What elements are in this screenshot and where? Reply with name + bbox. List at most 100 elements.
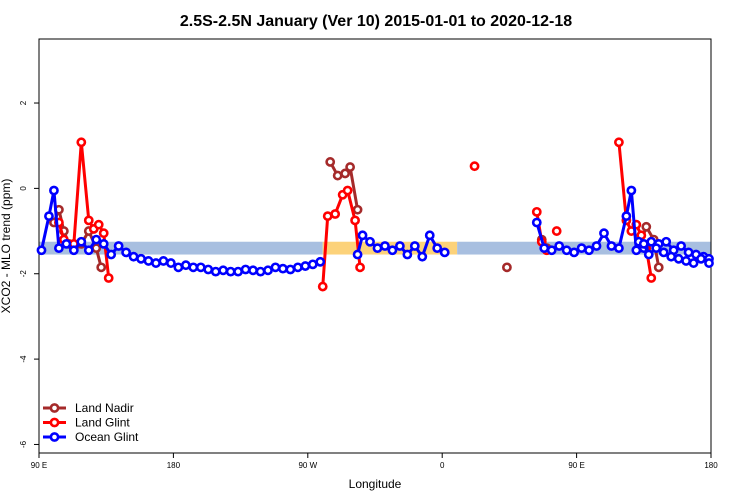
data-point	[188, 262, 199, 273]
x-tick-label: 90 W	[298, 461, 317, 470]
data-point	[83, 245, 94, 256]
x-tick-label: 0	[440, 461, 445, 470]
data-point	[653, 262, 664, 273]
series-ocean-glint	[36, 185, 714, 277]
data-point	[68, 245, 79, 256]
data-point	[136, 253, 146, 264]
data-point	[121, 247, 132, 258]
x-axis-label: Longitude	[349, 477, 402, 491]
x-tick-label: 180	[167, 461, 181, 470]
data-point	[661, 236, 672, 247]
legend-swatch-marker	[49, 417, 60, 428]
data-point	[584, 245, 594, 256]
data-point	[330, 209, 341, 219]
data-point	[676, 241, 687, 251]
y-tick-label: -2	[19, 270, 28, 278]
y-axis: -6 -4 -2 0 2	[19, 100, 39, 448]
data-point	[332, 170, 343, 181]
data-point	[380, 241, 390, 251]
series-line	[321, 189, 362, 287]
data-point	[300, 261, 311, 271]
data-point	[106, 249, 117, 260]
data-point	[439, 247, 450, 258]
data-point	[606, 241, 617, 251]
data-point	[36, 245, 47, 256]
data-point	[631, 245, 642, 256]
data-point	[641, 221, 652, 232]
data-point	[225, 266, 236, 277]
data-point	[683, 247, 694, 258]
data-point	[91, 234, 102, 245]
data-point	[688, 258, 699, 268]
data-point	[352, 249, 363, 260]
data-point	[554, 241, 565, 251]
legend-label: Land Nadir	[75, 401, 134, 415]
data-point	[546, 245, 557, 256]
data-point	[350, 215, 360, 226]
data-point	[240, 264, 251, 275]
data-point	[128, 251, 139, 262]
x-axis: 90 E 180 90 W 0 90 E 180	[31, 453, 718, 470]
data-point	[357, 230, 368, 241]
x-tick-label: 90 E	[568, 461, 584, 470]
data-point	[561, 245, 572, 256]
data-point	[49, 185, 59, 196]
legend-swatch-marker	[49, 403, 60, 413]
data-point	[591, 241, 602, 251]
data-point	[651, 243, 662, 254]
data-point	[98, 238, 109, 249]
data-point	[325, 157, 336, 167]
y-tick-label: 2	[19, 100, 28, 105]
data-point	[143, 256, 154, 266]
series-line	[57, 140, 111, 279]
data-point	[432, 243, 443, 254]
data-point	[646, 273, 657, 283]
data-point	[372, 243, 383, 254]
data-point	[270, 262, 281, 273]
data-point	[576, 243, 587, 254]
data-point	[424, 230, 435, 241]
data-point	[255, 266, 266, 277]
data-point	[103, 273, 114, 283]
data-point	[387, 245, 398, 256]
data-point	[76, 137, 87, 148]
chart-title: 2.5S-2.5N January (Ver 10) 2015-01-01 to…	[180, 13, 572, 30]
data-point	[113, 241, 124, 251]
data-point	[704, 258, 714, 268]
data-point	[218, 265, 229, 276]
data-point	[551, 226, 562, 236]
data-point	[210, 266, 221, 277]
data-point	[621, 211, 632, 222]
data-point	[173, 262, 184, 273]
data-point	[626, 185, 637, 196]
data-point	[263, 265, 273, 276]
data-point	[531, 217, 542, 228]
data-point	[285, 264, 296, 275]
x-tick-label: 180	[704, 461, 718, 470]
data-point	[307, 259, 318, 270]
data-point	[409, 241, 420, 251]
data-point	[345, 162, 356, 172]
data-point	[317, 281, 328, 292]
data-point	[322, 211, 333, 222]
data-point	[44, 211, 54, 222]
data-point	[539, 243, 550, 254]
data-point	[93, 219, 104, 230]
data-point	[83, 215, 94, 226]
data-point	[76, 236, 87, 247]
data-point	[673, 253, 684, 264]
data-point	[569, 247, 580, 258]
series-land-glint	[54, 137, 657, 292]
data-point	[638, 238, 649, 249]
data-point	[158, 256, 169, 266]
data-point	[292, 262, 303, 273]
data-point	[355, 262, 365, 273]
data-point	[417, 251, 428, 262]
data-point	[340, 168, 351, 179]
data-point	[54, 243, 64, 254]
x-tick-label: 90 E	[31, 461, 47, 470]
y-tick-label: 0	[19, 186, 28, 191]
data-point	[696, 253, 706, 264]
